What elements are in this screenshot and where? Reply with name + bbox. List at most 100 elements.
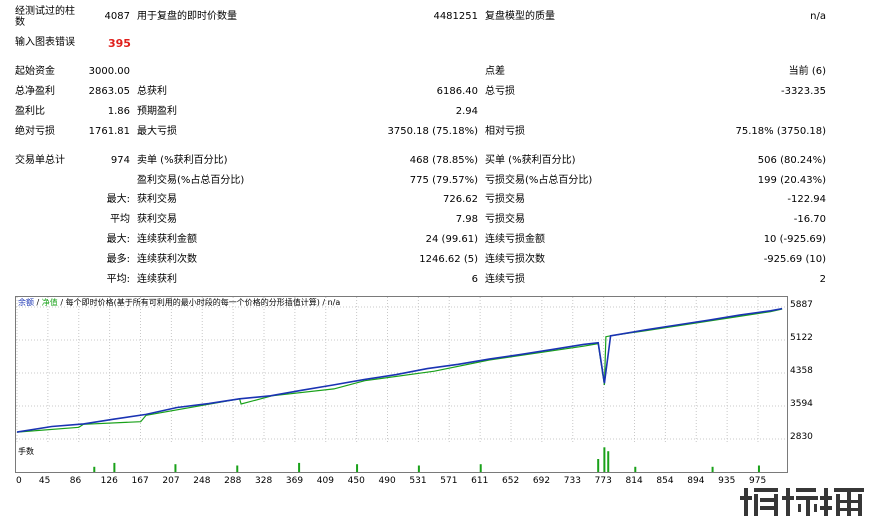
legend-description: / 每个即时价格(基于所有可利用的最小时段的每一个价格的分形插值计算) / n/… [60, 298, 341, 307]
x-tick-label: 692 [532, 476, 551, 486]
x-tick-label: 611 [471, 476, 489, 486]
label-max-consecutive-wins-count: 连续获利次数 [137, 254, 197, 265]
value-max-consecutive-wins-amount: 24 (99.61) [425, 234, 478, 245]
x-tick-label: 288 [224, 476, 242, 486]
volume-bar [711, 466, 714, 472]
label-loss-trades: 亏损交易(%占总百分比) [485, 175, 593, 186]
label-gross-loss: 总亏损 [485, 86, 515, 97]
x-tick-label: 773 [594, 476, 612, 486]
value-max-consecutive-losses-count: -925.69 (10) [763, 254, 826, 265]
value-model-quality: n/a [810, 11, 826, 22]
balance-chart [15, 296, 788, 446]
volume-bar [113, 462, 116, 472]
value-average-consecutive-losses: 2 [819, 274, 826, 285]
legend-separator: / [36, 298, 40, 307]
qualifier-average: 平均 [110, 214, 130, 225]
volume-bar [597, 459, 600, 472]
y-tick-label: 5887 [790, 300, 813, 310]
volume-bar [174, 464, 177, 472]
x-tick-label: 490 [378, 476, 396, 486]
x-tick-label: 369 [285, 476, 304, 486]
label-max-drawdown: 最大亏损 [137, 126, 177, 137]
volume-bar [417, 465, 420, 472]
y-tick-label: 3594 [790, 399, 813, 409]
value-long-positions: 506 (80.24%) [757, 155, 826, 166]
label-relative-drawdown: 相对亏损 [485, 126, 525, 137]
x-tick-label: 854 [656, 476, 674, 486]
label-tested-bars-2: 数 [15, 17, 25, 28]
qualifier-maximum: 最大: [106, 234, 130, 245]
value-tested-bars: 4087 [104, 11, 130, 22]
x-tick-label: 450 [347, 476, 365, 486]
x-tick-label: 86 [69, 476, 82, 486]
value-largest-loss-trade: -122.94 [787, 194, 826, 205]
volume-chart [15, 444, 788, 473]
x-tick-label: 652 [502, 476, 520, 486]
volume-bar [603, 447, 606, 472]
value-absolute-drawdown: 1761.81 [88, 126, 130, 137]
chart-legend: 余额 / 净值 / 每个即时价格(基于所有可利用的最小时段的每一个价格的分形插值… [18, 298, 340, 308]
volume-bar [298, 462, 301, 472]
value-profit-factor: 1.86 [107, 106, 130, 117]
volume-bar [356, 464, 359, 472]
value-total-trades: 974 [110, 155, 130, 166]
label-average-profit-trade: 获利交易 [137, 214, 177, 225]
value-initial-deposit: 3000.00 [88, 66, 130, 77]
series-balance-line [16, 307, 783, 433]
volume-chart-svg [93, 447, 760, 472]
value-max-consecutive-wins-count: 1246.62 (5) [419, 254, 478, 265]
x-tick-label: 207 [162, 476, 180, 486]
volume-bar [236, 465, 239, 472]
x-tick-label: 45 [38, 476, 51, 486]
x-tick-label: 0 [16, 476, 22, 486]
label-max-consecutive-losses-amount: 连续亏损金额 [485, 234, 545, 245]
x-tick-label: 409 [316, 476, 334, 486]
value-profit-trades: 775 (79.57%) [409, 175, 478, 186]
label-tested-bars: 经测试过的柱 [15, 6, 75, 17]
watermark-logo [740, 488, 864, 516]
legend-balance: 余额 [18, 298, 34, 307]
x-tick-label: 975 [749, 476, 767, 486]
label-absolute-drawdown: 绝对亏损 [15, 126, 55, 137]
x-tick-label: 935 [718, 476, 736, 486]
label-expected-payoff: 预期盈利 [137, 106, 177, 117]
value-average-consecutive-wins: 6 [471, 274, 478, 285]
label-model-quality: 复盘模型的质量 [485, 11, 555, 22]
volume-bar [93, 466, 96, 472]
volume-bar [634, 466, 637, 472]
value-average-loss-trade: -16.70 [793, 214, 826, 225]
value-relative-drawdown: 75.18% (3750.18) [735, 126, 826, 137]
x-tick-label: 126 [100, 476, 118, 486]
y-tick-label: 2830 [790, 432, 813, 442]
y-tick-label: 5122 [790, 333, 813, 344]
label-profit-factor: 盈利比 [15, 106, 45, 117]
label-gross-profit: 总获利 [137, 86, 167, 97]
label-initial-deposit: 起始资金 [15, 66, 55, 77]
value-ticks-modeled: 4481251 [433, 11, 478, 22]
label-average-loss-trade: 亏损交易 [485, 214, 525, 225]
label-average-consecutive-losses: 连续亏损 [485, 274, 525, 285]
series-equity-line [16, 308, 783, 433]
label-ticks-modeled: 用于复盘的即时价数量 [137, 11, 237, 22]
label-average-consecutive-wins: 连续获利 [137, 274, 177, 285]
value-average-profit-trade: 7.98 [455, 214, 478, 225]
label-largest-loss-trade: 亏损交易 [485, 194, 525, 205]
value-max-drawdown: 3750.18 (75.18%) [387, 126, 478, 137]
x-tick-label: 571 [440, 476, 458, 486]
label-max-consecutive-losses-count: 连续亏损次数 [485, 254, 545, 265]
value-net-profit: 2863.05 [88, 86, 130, 97]
legend-equity: 净值 [41, 298, 58, 307]
value-expected-payoff: 2.94 [455, 106, 478, 117]
label-profit-trades: 盈利交易(%占总百分比) [137, 175, 245, 186]
value-gross-loss: -3323.35 [781, 86, 826, 97]
x-tick-label: 733 [563, 476, 581, 486]
value-chart-errors: 395 [108, 37, 131, 50]
label-total-trades: 交易单总计 [15, 155, 65, 166]
x-tick-label: 248 [193, 476, 211, 486]
label-short-positions: 卖单 (%获利百分比) [137, 155, 228, 166]
volume-bar [479, 464, 482, 472]
label-max-consecutive-wins-amount: 连续获利金额 [137, 234, 197, 245]
volume-bar [607, 451, 610, 472]
x-tick-label: 814 [625, 476, 643, 486]
balance-chart-svg [16, 297, 787, 445]
